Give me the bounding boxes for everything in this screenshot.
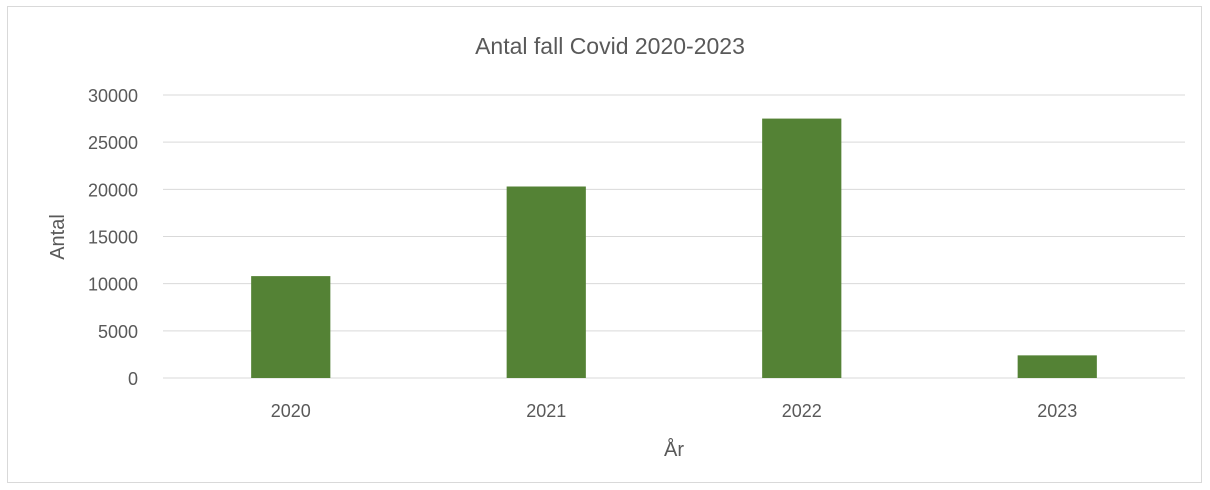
x-tick-label: 2022 [782,401,822,421]
x-axis-ticks: 2020 2021 2022 2023 [271,401,1078,421]
y-tick-label: 5000 [98,322,138,342]
y-tick-label: 20000 [88,180,138,200]
bars [251,118,1097,378]
y-tick-label: 15000 [88,228,138,248]
x-tick-label: 2023 [1037,401,1077,421]
x-tick-label: 2020 [271,401,311,421]
y-axis-label: Antal [47,214,69,260]
bar-2023 [1017,355,1097,378]
chart-frame [7,6,1202,483]
gridlines [163,94,1185,379]
bar-2020 [251,276,331,378]
y-tick-label: 10000 [88,275,138,295]
chart-title: Antal fall Covid 2020-2023 [475,33,745,59]
bar-2022 [762,118,842,378]
x-tick-label: 2021 [526,401,566,421]
y-tick-label: 0 [128,369,138,389]
x-axis-label: År [664,438,684,461]
y-axis-ticks: 0 5000 10000 15000 20000 25000 30000 [88,86,138,389]
bar-2021 [506,186,586,378]
y-tick-label: 25000 [88,133,138,153]
y-tick-label: 30000 [88,86,138,106]
